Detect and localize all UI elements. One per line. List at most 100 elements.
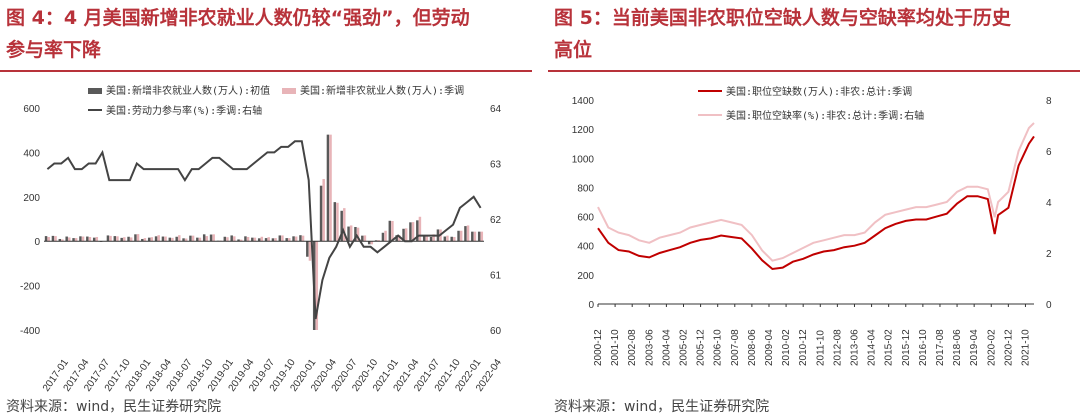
bar-sa [54, 236, 57, 242]
bar-initial [141, 238, 144, 242]
bar-sa [143, 238, 147, 242]
bar-initial [340, 210, 343, 242]
bar-initial [271, 238, 275, 242]
bar-sa [384, 230, 387, 242]
x-tick-label: 2005-12 [696, 329, 707, 366]
bar-sa [308, 241, 312, 261]
x-tick-label: 2019-04 [969, 329, 980, 366]
bar-initial [457, 230, 460, 242]
bar-initial [86, 236, 89, 242]
bar-sa [425, 236, 429, 242]
legend-label-rate: 美国:职位空缺率(%):非农:总计:季调:右轴 [726, 109, 924, 122]
bar-initial [182, 238, 185, 242]
bar-initial [381, 232, 385, 242]
bar-initial [450, 236, 453, 242]
bar-sa [61, 239, 64, 242]
line-vacancy-rate [597, 122, 1035, 262]
bar-initial [209, 234, 213, 242]
bar-sa [453, 236, 456, 242]
bar-initial [223, 236, 227, 242]
x-tick-label: 2016-10 [918, 329, 929, 366]
x-tick-label: 2010-12 [798, 329, 809, 366]
bar-sa [294, 236, 298, 242]
bar-initial [65, 236, 68, 242]
bar-sa [246, 236, 250, 242]
left-figure-panel: 图 4：4 月美国新增非农就业人数仍较“强劲”，但劳动 参与率下降 美国:新增非… [0, 0, 532, 418]
right-chart: 美国:职位空缺数(万人):非农:总计:季调美国:职位空缺率(%):非农:总计:季… [572, 85, 1052, 366]
bar-initial [388, 220, 392, 242]
bar-initial [92, 237, 96, 242]
legend-swatch-initial [88, 88, 102, 94]
bar-initial [367, 241, 371, 245]
bar-initial [402, 228, 405, 242]
x-tick-label: 2011-10 [815, 330, 826, 366]
bar-initial [72, 238, 75, 242]
bar-sa [322, 179, 325, 242]
line-job-openings [597, 135, 1035, 271]
bar-sa [136, 234, 140, 242]
bar-sa [205, 236, 209, 242]
bar-sa [88, 236, 92, 242]
left-chart: 美国:新增非农就业人数(万人):初值 美国:新增非农就业人数(万人):季调美国:劳… [20, 84, 504, 394]
bar-sa [226, 237, 229, 242]
bar-sa [171, 237, 174, 242]
bar-sa [432, 234, 435, 242]
y-right-tick-label: 2 [1046, 249, 1052, 260]
x-tick-label: 2014-04 [867, 329, 878, 366]
bar-initial [292, 236, 295, 242]
x-tick-label: 2012-08 [832, 329, 843, 366]
y-right-tick-label: 63 [490, 160, 502, 171]
bar-sa [274, 238, 277, 242]
bar-initial [106, 235, 110, 242]
bar-initial [306, 241, 309, 257]
x-tick-label: 2004-04 [661, 329, 672, 366]
bar-initial [299, 235, 302, 242]
bar-initial [189, 235, 192, 242]
x-tick-label: 2001-10 [610, 329, 621, 366]
bar-sa [198, 237, 202, 242]
x-tick-label: 2000-12 [593, 329, 604, 366]
y-right-tick-label: 64 [490, 104, 502, 115]
bar-sa [459, 230, 463, 242]
bar-initial [113, 236, 117, 242]
bar-sa [150, 237, 154, 242]
bar-initial [326, 134, 330, 242]
bar-initial [127, 236, 130, 242]
bar-initial [202, 234, 206, 242]
bar-sa [157, 235, 160, 242]
bar-initial [120, 237, 123, 242]
right-source-note: 资料来源：wind，民生证券研究院 [554, 399, 770, 415]
bar-initial [285, 238, 288, 242]
bar-sa [336, 202, 339, 242]
bar-sa [446, 235, 449, 242]
bar-sa [260, 236, 264, 242]
bar-sa [301, 235, 305, 242]
bar-sa [418, 216, 422, 242]
bar-initial [161, 236, 165, 242]
x-tick-label: 2003-06 [644, 329, 655, 366]
x-tick-label: 2013-06 [849, 329, 860, 366]
bar-initial [134, 234, 137, 242]
left-figure-title: 图 4：4 月美国新增非农就业人数仍较“强劲”，但劳动 参与率下降 [6, 2, 526, 66]
x-tick-label: 2005-02 [678, 329, 689, 366]
x-tick-label: 2020-02 [986, 329, 997, 366]
bar-sa [178, 235, 181, 242]
y-left-tick-label: 600 [577, 213, 594, 224]
bar-initial [347, 226, 350, 242]
x-tick-label: 2006-10 [713, 329, 724, 366]
bar-initial [477, 231, 481, 242]
right-figure-title: 图 5：当前美国非农职位空缺人数与空缺率均处于历史 高位 [554, 2, 1074, 66]
bar-initial [471, 231, 474, 242]
bar-sa [253, 237, 257, 242]
y-right-tick-label: 61 [490, 271, 502, 282]
bar-sa [398, 235, 401, 242]
bar-sa [391, 220, 394, 242]
legend-label-lfpr: 美国:劳动力参与率(%):季调:右轴 [106, 104, 262, 117]
bar-sa [288, 238, 291, 242]
bar-sa [343, 208, 346, 242]
bar-initial [257, 238, 261, 242]
bar-initial [58, 238, 62, 242]
y-right-tick-label: 8 [1046, 96, 1052, 107]
bar-initial [154, 236, 158, 242]
x-tick-label: 2015-02 [884, 329, 895, 366]
